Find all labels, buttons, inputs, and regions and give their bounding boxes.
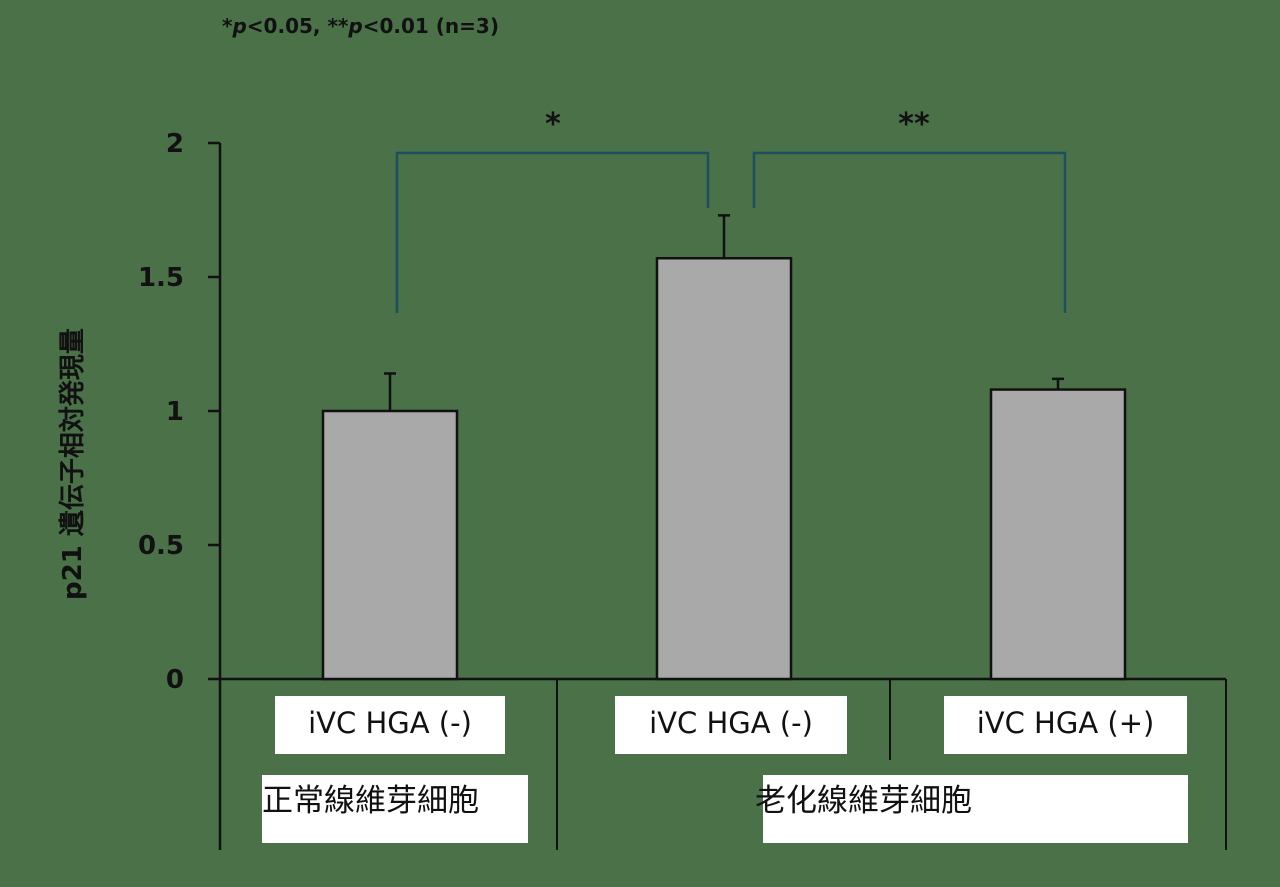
condition-label-1: iVC HGA (-) (275, 696, 505, 754)
bar (321, 409, 459, 681)
y-tick-label: 0.5 (138, 531, 184, 561)
significance-bracket (752, 151, 1067, 313)
bar (989, 388, 1127, 681)
significance-mark: * (545, 107, 561, 142)
y-axis-label: p21 遺伝子相対発現量 (58, 328, 88, 600)
group-label-senescent: 老化線維芽細胞 (755, 775, 1188, 843)
y-tick-label: 2 (166, 129, 184, 159)
significance-note: *p<0.05, **p<0.01 (n=3) (222, 14, 499, 38)
condition-label-3: iVC HGA (+) (944, 696, 1187, 754)
y-tick-label: 1 (166, 397, 184, 427)
y-tick-label: 1.5 (138, 263, 184, 293)
bar (655, 256, 793, 681)
y-tick-label: 0 (166, 665, 184, 695)
group-label-normal: 正常線維芽細胞 (262, 775, 528, 843)
condition-label-2: iVC HGA (-) (615, 696, 847, 754)
significance-mark: ** (898, 107, 930, 142)
significance-bracket (395, 151, 710, 313)
